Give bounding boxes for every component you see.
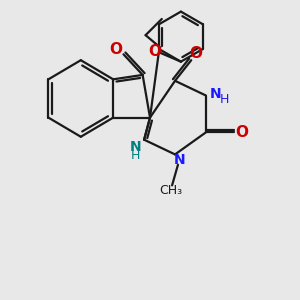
Text: O: O [189, 46, 202, 61]
Text: H: H [131, 148, 141, 161]
Text: H: H [220, 93, 229, 106]
Text: CH₃: CH₃ [159, 184, 182, 197]
Text: O: O [109, 42, 122, 57]
Text: O: O [148, 44, 161, 59]
Text: N: N [210, 87, 221, 101]
Text: N: N [130, 140, 142, 154]
Text: N: N [174, 153, 185, 167]
Text: O: O [235, 125, 248, 140]
